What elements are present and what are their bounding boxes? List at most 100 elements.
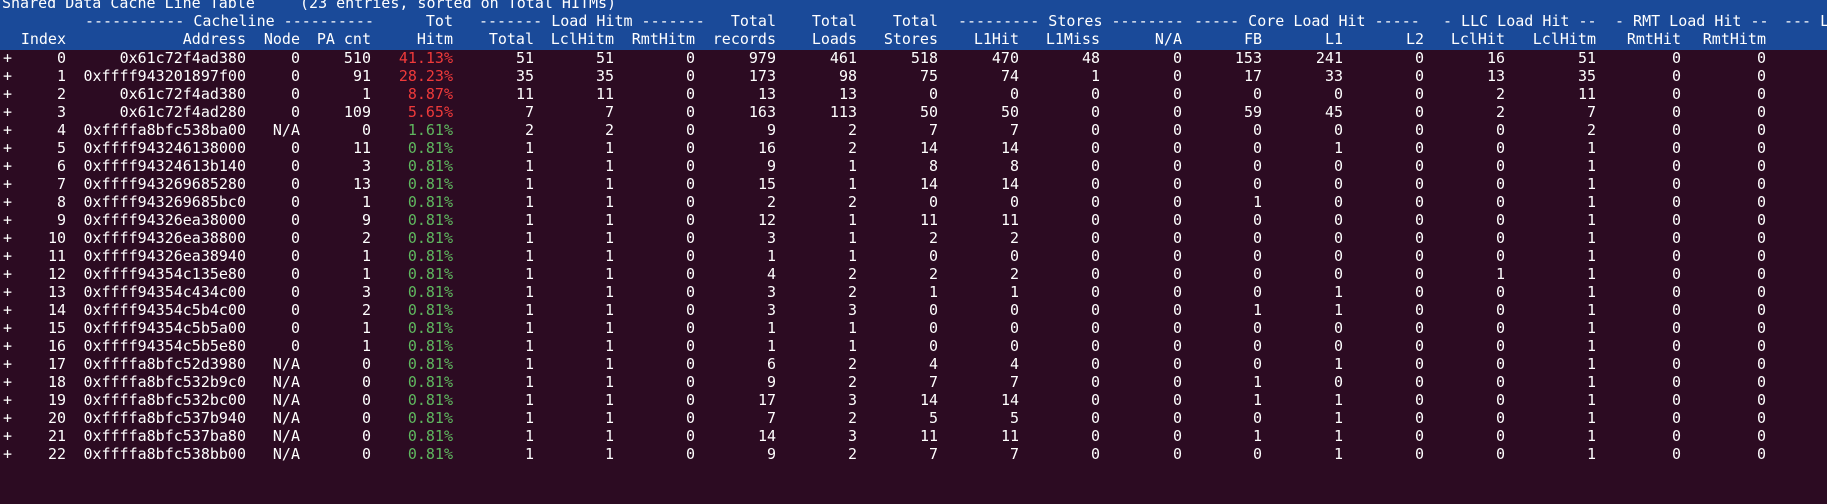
expand-toggle[interactable]: +: [3, 319, 13, 337]
expand-toggle[interactable]: +: [3, 49, 13, 67]
cell-l1hit: 0: [1009, 301, 1019, 319]
cell-l1hit: 0: [1009, 337, 1019, 355]
expand-toggle[interactable]: +: [3, 247, 13, 265]
cell-llc-lclhit: 0: [1495, 139, 1505, 157]
table-row[interactable]: +22 0xffffa8bfc538bb00 N/A 0 0.81% 1 1 0 9 2 7 7 0 0 0…: [0, 445, 1827, 463]
cell-node: 0: [290, 319, 300, 337]
expand-toggle[interactable]: +: [3, 445, 13, 463]
table-row[interactable]: +3 0x61c72f4ad280 0 109 5.65% 7 7 0 163 113 50 50 0 0…: [0, 103, 1827, 121]
cell-stores-total: 518: [910, 49, 938, 67]
cell-l2: 0: [1414, 229, 1424, 247]
column-header-loads: Loads: [811, 30, 857, 48]
cell-na: 0: [1172, 427, 1182, 445]
cell-address: 0xffff94324613b140: [83, 157, 246, 175]
cell-lh-total: 1: [524, 355, 534, 373]
cell-pacnt: 1: [361, 337, 371, 355]
table-row[interactable]: +10 0xffff94326ea38800 0 2 0.81% 1 1 0 3 1 2 2 0 0 0 0 0…: [0, 229, 1827, 247]
cell-l1hit: 2: [1009, 265, 1019, 283]
table-row[interactable]: +15 0xffff94354c5b5a00 0 1 0.81% 1 1 0 1 1 0 0 0 0 0 0 0…: [0, 319, 1827, 337]
table-row[interactable]: +12 0xffff94354c135e80 0 1 0.81% 1 1 0 4 2 2 2 0 0 0 0 0…: [0, 265, 1827, 283]
table-row[interactable]: +0 0x61c72f4ad380 0 510 41.13% 51 51 0 979 461 518…: [0, 49, 1827, 67]
cell-pacnt: 109: [343, 103, 371, 121]
table-row[interactable]: +11 0xffff94326ea38940 0 1 0.81% 1 1 0 1 1 0 0 0 0 0 0 0…: [0, 247, 1827, 265]
table-row[interactable]: +19 0xffffa8bfc532bc00 N/A 0 0.81% 1 1 0 17 3 14 14…: [0, 391, 1827, 409]
table-row[interactable]: +21 0xffffa8bfc537ba80 N/A 0 0.81% 1 1 0 14 3 11 11…: [0, 427, 1827, 445]
table-row[interactable]: +1 0xffff943201897f00 0 91 28.23% 35 35 0 173 98 7…: [0, 67, 1827, 85]
cell-hitm: 0.81%: [407, 229, 453, 247]
cell-llc-lclhitm: 1: [1586, 319, 1596, 337]
cell-llc-lclhit: 16: [1486, 49, 1505, 67]
table-row[interactable]: +6 0xffff94324613b140 0 3 0.81% 1 1 0 9 1 8 8 0 0 0 0 0 0…: [0, 157, 1827, 175]
cell-l1miss: 48: [1081, 49, 1100, 67]
cell-fb: 0: [1252, 229, 1262, 247]
cell-rmt-rmthit: 0: [1671, 427, 1681, 445]
table-row[interactable]: +17 0xffffa8bfc52d3980 N/A 0 0.81% 1 1 0 6 2 4 4 0 0 0…: [0, 355, 1827, 373]
cell-rmt-rmthitm: 0: [1756, 319, 1766, 337]
cell-fb: 0: [1252, 409, 1262, 427]
expand-toggle[interactable]: +: [3, 157, 13, 175]
cell-pacnt: 2: [361, 301, 371, 319]
expand-toggle[interactable]: +: [3, 211, 13, 229]
group-header-tot: Tot: [425, 12, 453, 30]
table-row[interactable]: +4 0xffffa8bfc538ba00 N/A 0 1.61% 2 2 0 9 2 7 7 0 0 0 0…: [0, 121, 1827, 139]
cell-address: 0xffff94326ea38800: [83, 229, 246, 247]
expand-toggle[interactable]: +: [3, 67, 13, 85]
cell-llc-lclhit: 1: [1495, 265, 1505, 283]
table-row[interactable]: +18 0xffffa8bfc532b9c0 N/A 0 0.81% 1 1 0 9 2 7 7 0 0 1…: [0, 373, 1827, 391]
cell-lh-rmt: 0: [685, 175, 695, 193]
cell-lh-lcl: 35: [595, 67, 614, 85]
cell-lh-total: 11: [515, 85, 534, 103]
table-row[interactable]: +20 0xffffa8bfc537b940 N/A 0 0.81% 1 1 0 7 2 5 5 0 0 0…: [0, 409, 1827, 427]
cell-rmt-rmthitm: 0: [1756, 427, 1766, 445]
expand-toggle[interactable]: +: [3, 121, 13, 139]
cell-fb: 0: [1252, 445, 1262, 463]
cell-llc-lclhitm: 1: [1586, 355, 1596, 373]
cell-llc-lclhit: 0: [1495, 229, 1505, 247]
cell-lh-total: 1: [524, 157, 534, 175]
cell-loads: 113: [829, 103, 857, 121]
table-row[interactable]: +13 0xffff94354c434c00 0 3 0.81% 1 1 0 3 2 1 1 0 0 0 1 0…: [0, 283, 1827, 301]
cell-l1hit: 0: [1009, 319, 1019, 337]
cell-l1hit: 2: [1009, 229, 1019, 247]
cell-na: 0: [1172, 445, 1182, 463]
expand-toggle[interactable]: +: [3, 337, 13, 355]
table-row[interactable]: +16 0xffff94354c5b5e80 0 1 0.81% 1 1 0 1 1 0 0 0 0 0 0 0…: [0, 337, 1827, 355]
cell-llc-lclhit: 0: [1495, 355, 1505, 373]
expand-toggle[interactable]: +: [3, 409, 13, 427]
expand-toggle[interactable]: +: [3, 427, 13, 445]
expand-toggle[interactable]: +: [3, 265, 13, 283]
expand-toggle[interactable]: +: [3, 175, 13, 193]
expand-toggle[interactable]: +: [3, 85, 13, 103]
cell-lh-lcl: 1: [604, 193, 614, 211]
table-row[interactable]: +8 0xffff943269685bc0 0 1 0.81% 1 1 0 2 2 0 0 0 0 1 0 0 0…: [0, 193, 1827, 211]
expand-toggle[interactable]: +: [3, 229, 13, 247]
table-row[interactable]: +9 0xffff94326ea38000 0 9 0.81% 1 1 0 12 1 11 11 0 0 0…: [0, 211, 1827, 229]
expand-toggle[interactable]: +: [3, 139, 13, 157]
cell-llc-lclhitm: 1: [1586, 283, 1596, 301]
expand-toggle[interactable]: +: [3, 391, 13, 409]
table-row[interactable]: +5 0xffff943246138000 0 11 0.81% 1 1 0 16 2 14 14 0 0…: [0, 139, 1827, 157]
expand-toggle[interactable]: +: [3, 103, 13, 121]
expand-toggle[interactable]: +: [3, 373, 13, 391]
cell-index: 12: [47, 265, 66, 283]
cell-l1hit: 1: [1009, 283, 1019, 301]
cell-lh-lcl: 1: [604, 319, 614, 337]
cell-lh-lcl: 1: [604, 283, 614, 301]
cell-llc-lclhitm: 7: [1586, 103, 1596, 121]
cell-rmt-rmthitm: 0: [1756, 103, 1766, 121]
cell-lh-lcl: 1: [604, 301, 614, 319]
table-row[interactable]: +7 0xffff943269685280 0 13 0.81% 1 1 0 15 1 14 14 0 0…: [0, 175, 1827, 193]
table-row[interactable]: +2 0x61c72f4ad380 0 1 8.87% 11 11 0 13 13 0 0 0 0 0 0 0 2…: [0, 85, 1827, 103]
expand-toggle[interactable]: +: [3, 193, 13, 211]
expand-toggle[interactable]: +: [3, 283, 13, 301]
expand-toggle[interactable]: +: [3, 355, 13, 373]
cell-llc-lclhit: 0: [1495, 193, 1505, 211]
cell-l1: 45: [1324, 103, 1343, 121]
cell-rmt-rmthitm: 0: [1756, 139, 1766, 157]
cell-lh-lcl: 2: [604, 121, 614, 139]
table-row[interactable]: +14 0xffff94354c5b4c00 0 2 0.81% 1 1 0 3 3 0 0 0 0 1 1 0…: [0, 301, 1827, 319]
cell-l2: 0: [1414, 49, 1424, 67]
expand-toggle[interactable]: +: [3, 301, 13, 319]
cell-index: 10: [47, 229, 66, 247]
